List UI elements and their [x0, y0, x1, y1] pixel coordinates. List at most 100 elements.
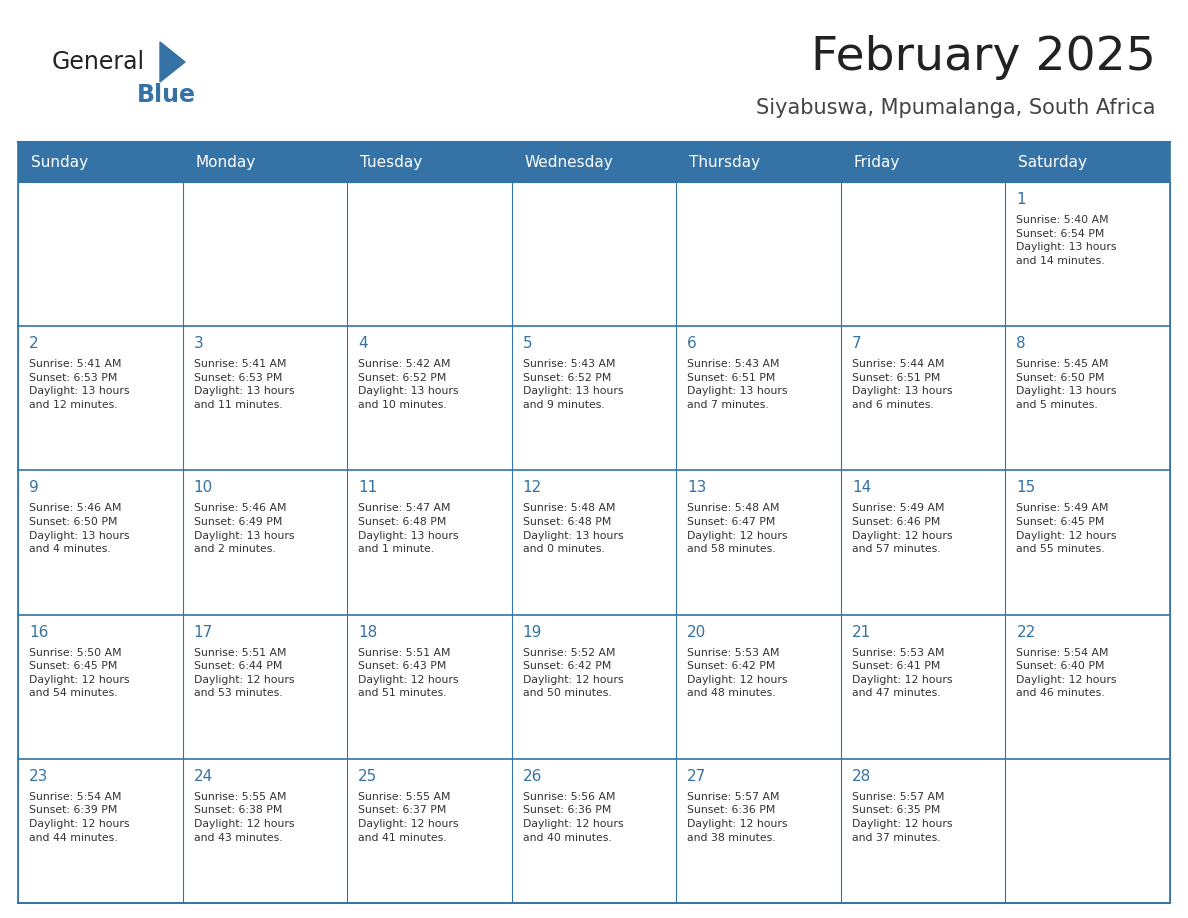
- Text: Blue: Blue: [137, 83, 196, 107]
- Bar: [676, 614, 841, 759]
- Text: 19: 19: [523, 624, 542, 640]
- Bar: [183, 182, 347, 326]
- Bar: [1005, 182, 1170, 326]
- Bar: [347, 182, 512, 326]
- Text: 25: 25: [358, 768, 378, 784]
- Bar: [183, 326, 347, 470]
- Text: General: General: [52, 50, 145, 74]
- Text: 3: 3: [194, 336, 203, 352]
- Text: Sunrise: 5:55 AM
Sunset: 6:37 PM
Daylight: 12 hours
and 41 minutes.: Sunrise: 5:55 AM Sunset: 6:37 PM Dayligh…: [358, 792, 459, 843]
- Bar: [841, 759, 1005, 903]
- Text: Sunrise: 5:54 AM
Sunset: 6:39 PM
Daylight: 12 hours
and 44 minutes.: Sunrise: 5:54 AM Sunset: 6:39 PM Dayligh…: [29, 792, 129, 843]
- Text: 23: 23: [29, 768, 49, 784]
- Bar: [841, 326, 1005, 470]
- Text: Sunrise: 5:46 AM
Sunset: 6:50 PM
Daylight: 13 hours
and 4 minutes.: Sunrise: 5:46 AM Sunset: 6:50 PM Dayligh…: [29, 503, 129, 554]
- Bar: [841, 614, 1005, 759]
- Bar: [18, 182, 183, 326]
- Text: Sunrise: 5:51 AM
Sunset: 6:44 PM
Daylight: 12 hours
and 53 minutes.: Sunrise: 5:51 AM Sunset: 6:44 PM Dayligh…: [194, 647, 295, 699]
- Text: Sunrise: 5:53 AM
Sunset: 6:41 PM
Daylight: 12 hours
and 47 minutes.: Sunrise: 5:53 AM Sunset: 6:41 PM Dayligh…: [852, 647, 953, 699]
- Text: Sunrise: 5:41 AM
Sunset: 6:53 PM
Daylight: 13 hours
and 12 minutes.: Sunrise: 5:41 AM Sunset: 6:53 PM Dayligh…: [29, 359, 129, 410]
- Text: 8: 8: [1017, 336, 1026, 352]
- Text: Sunrise: 5:50 AM
Sunset: 6:45 PM
Daylight: 12 hours
and 54 minutes.: Sunrise: 5:50 AM Sunset: 6:45 PM Dayligh…: [29, 647, 129, 699]
- Text: February 2025: February 2025: [811, 36, 1156, 81]
- Text: 16: 16: [29, 624, 49, 640]
- Text: 9: 9: [29, 480, 39, 496]
- Bar: [512, 470, 676, 614]
- Text: Monday: Monday: [196, 154, 255, 170]
- Text: Tuesday: Tuesday: [360, 154, 423, 170]
- Bar: [347, 470, 512, 614]
- Text: Sunrise: 5:48 AM
Sunset: 6:48 PM
Daylight: 13 hours
and 0 minutes.: Sunrise: 5:48 AM Sunset: 6:48 PM Dayligh…: [523, 503, 624, 554]
- Text: Sunrise: 5:57 AM
Sunset: 6:35 PM
Daylight: 12 hours
and 37 minutes.: Sunrise: 5:57 AM Sunset: 6:35 PM Dayligh…: [852, 792, 953, 843]
- Text: Sunrise: 5:43 AM
Sunset: 6:51 PM
Daylight: 13 hours
and 7 minutes.: Sunrise: 5:43 AM Sunset: 6:51 PM Dayligh…: [688, 359, 788, 410]
- Bar: [841, 182, 1005, 326]
- Bar: [841, 470, 1005, 614]
- Bar: [512, 614, 676, 759]
- Bar: [512, 326, 676, 470]
- Text: Sunrise: 5:40 AM
Sunset: 6:54 PM
Daylight: 13 hours
and 14 minutes.: Sunrise: 5:40 AM Sunset: 6:54 PM Dayligh…: [1017, 215, 1117, 266]
- Bar: [18, 326, 183, 470]
- Bar: [347, 326, 512, 470]
- Text: Sunrise: 5:57 AM
Sunset: 6:36 PM
Daylight: 12 hours
and 38 minutes.: Sunrise: 5:57 AM Sunset: 6:36 PM Dayligh…: [688, 792, 788, 843]
- Text: Sunrise: 5:46 AM
Sunset: 6:49 PM
Daylight: 13 hours
and 2 minutes.: Sunrise: 5:46 AM Sunset: 6:49 PM Dayligh…: [194, 503, 295, 554]
- Text: Saturday: Saturday: [1018, 154, 1087, 170]
- Text: Sunrise: 5:43 AM
Sunset: 6:52 PM
Daylight: 13 hours
and 9 minutes.: Sunrise: 5:43 AM Sunset: 6:52 PM Dayligh…: [523, 359, 624, 410]
- Text: Sunrise: 5:42 AM
Sunset: 6:52 PM
Daylight: 13 hours
and 10 minutes.: Sunrise: 5:42 AM Sunset: 6:52 PM Dayligh…: [358, 359, 459, 410]
- Text: Sunrise: 5:55 AM
Sunset: 6:38 PM
Daylight: 12 hours
and 43 minutes.: Sunrise: 5:55 AM Sunset: 6:38 PM Dayligh…: [194, 792, 295, 843]
- Text: Sunrise: 5:54 AM
Sunset: 6:40 PM
Daylight: 12 hours
and 46 minutes.: Sunrise: 5:54 AM Sunset: 6:40 PM Dayligh…: [1017, 647, 1117, 699]
- Bar: [347, 614, 512, 759]
- Polygon shape: [160, 42, 185, 82]
- Text: Sunrise: 5:49 AM
Sunset: 6:45 PM
Daylight: 12 hours
and 55 minutes.: Sunrise: 5:49 AM Sunset: 6:45 PM Dayligh…: [1017, 503, 1117, 554]
- Bar: [1005, 470, 1170, 614]
- Text: Sunrise: 5:45 AM
Sunset: 6:50 PM
Daylight: 13 hours
and 5 minutes.: Sunrise: 5:45 AM Sunset: 6:50 PM Dayligh…: [1017, 359, 1117, 410]
- Bar: [183, 614, 347, 759]
- Text: 11: 11: [358, 480, 378, 496]
- Text: 18: 18: [358, 624, 378, 640]
- Text: Sunday: Sunday: [31, 154, 88, 170]
- Text: Sunrise: 5:49 AM
Sunset: 6:46 PM
Daylight: 12 hours
and 57 minutes.: Sunrise: 5:49 AM Sunset: 6:46 PM Dayligh…: [852, 503, 953, 554]
- Bar: [18, 142, 1170, 182]
- Text: 21: 21: [852, 624, 871, 640]
- Text: 12: 12: [523, 480, 542, 496]
- Text: 17: 17: [194, 624, 213, 640]
- Text: 28: 28: [852, 768, 871, 784]
- Text: 14: 14: [852, 480, 871, 496]
- Bar: [512, 182, 676, 326]
- Text: Sunrise: 5:48 AM
Sunset: 6:47 PM
Daylight: 12 hours
and 58 minutes.: Sunrise: 5:48 AM Sunset: 6:47 PM Dayligh…: [688, 503, 788, 554]
- Bar: [676, 182, 841, 326]
- Text: Sunrise: 5:52 AM
Sunset: 6:42 PM
Daylight: 12 hours
and 50 minutes.: Sunrise: 5:52 AM Sunset: 6:42 PM Dayligh…: [523, 647, 624, 699]
- Text: Friday: Friday: [854, 154, 901, 170]
- Bar: [183, 470, 347, 614]
- Bar: [18, 470, 183, 614]
- Text: 24: 24: [194, 768, 213, 784]
- Text: 1: 1: [1017, 192, 1026, 207]
- Text: Sunrise: 5:44 AM
Sunset: 6:51 PM
Daylight: 13 hours
and 6 minutes.: Sunrise: 5:44 AM Sunset: 6:51 PM Dayligh…: [852, 359, 953, 410]
- Text: 5: 5: [523, 336, 532, 352]
- Text: 13: 13: [688, 480, 707, 496]
- Text: Thursday: Thursday: [689, 154, 760, 170]
- Bar: [512, 759, 676, 903]
- Text: Sunrise: 5:56 AM
Sunset: 6:36 PM
Daylight: 12 hours
and 40 minutes.: Sunrise: 5:56 AM Sunset: 6:36 PM Dayligh…: [523, 792, 624, 843]
- Bar: [18, 759, 183, 903]
- Bar: [183, 759, 347, 903]
- Text: Wednesday: Wednesday: [525, 154, 613, 170]
- Text: 15: 15: [1017, 480, 1036, 496]
- Bar: [1005, 759, 1170, 903]
- Text: Sunrise: 5:53 AM
Sunset: 6:42 PM
Daylight: 12 hours
and 48 minutes.: Sunrise: 5:53 AM Sunset: 6:42 PM Dayligh…: [688, 647, 788, 699]
- Text: 4: 4: [358, 336, 368, 352]
- Text: 7: 7: [852, 336, 861, 352]
- Text: Siyabuswa, Mpumalanga, South Africa: Siyabuswa, Mpumalanga, South Africa: [757, 98, 1156, 118]
- Text: 22: 22: [1017, 624, 1036, 640]
- Bar: [676, 759, 841, 903]
- Text: 10: 10: [194, 480, 213, 496]
- Bar: [676, 470, 841, 614]
- Text: 2: 2: [29, 336, 39, 352]
- Bar: [347, 759, 512, 903]
- Text: 27: 27: [688, 768, 707, 784]
- Text: Sunrise: 5:41 AM
Sunset: 6:53 PM
Daylight: 13 hours
and 11 minutes.: Sunrise: 5:41 AM Sunset: 6:53 PM Dayligh…: [194, 359, 295, 410]
- Bar: [1005, 326, 1170, 470]
- Bar: [676, 326, 841, 470]
- Text: Sunrise: 5:51 AM
Sunset: 6:43 PM
Daylight: 12 hours
and 51 minutes.: Sunrise: 5:51 AM Sunset: 6:43 PM Dayligh…: [358, 647, 459, 699]
- Text: Sunrise: 5:47 AM
Sunset: 6:48 PM
Daylight: 13 hours
and 1 minute.: Sunrise: 5:47 AM Sunset: 6:48 PM Dayligh…: [358, 503, 459, 554]
- Bar: [1005, 614, 1170, 759]
